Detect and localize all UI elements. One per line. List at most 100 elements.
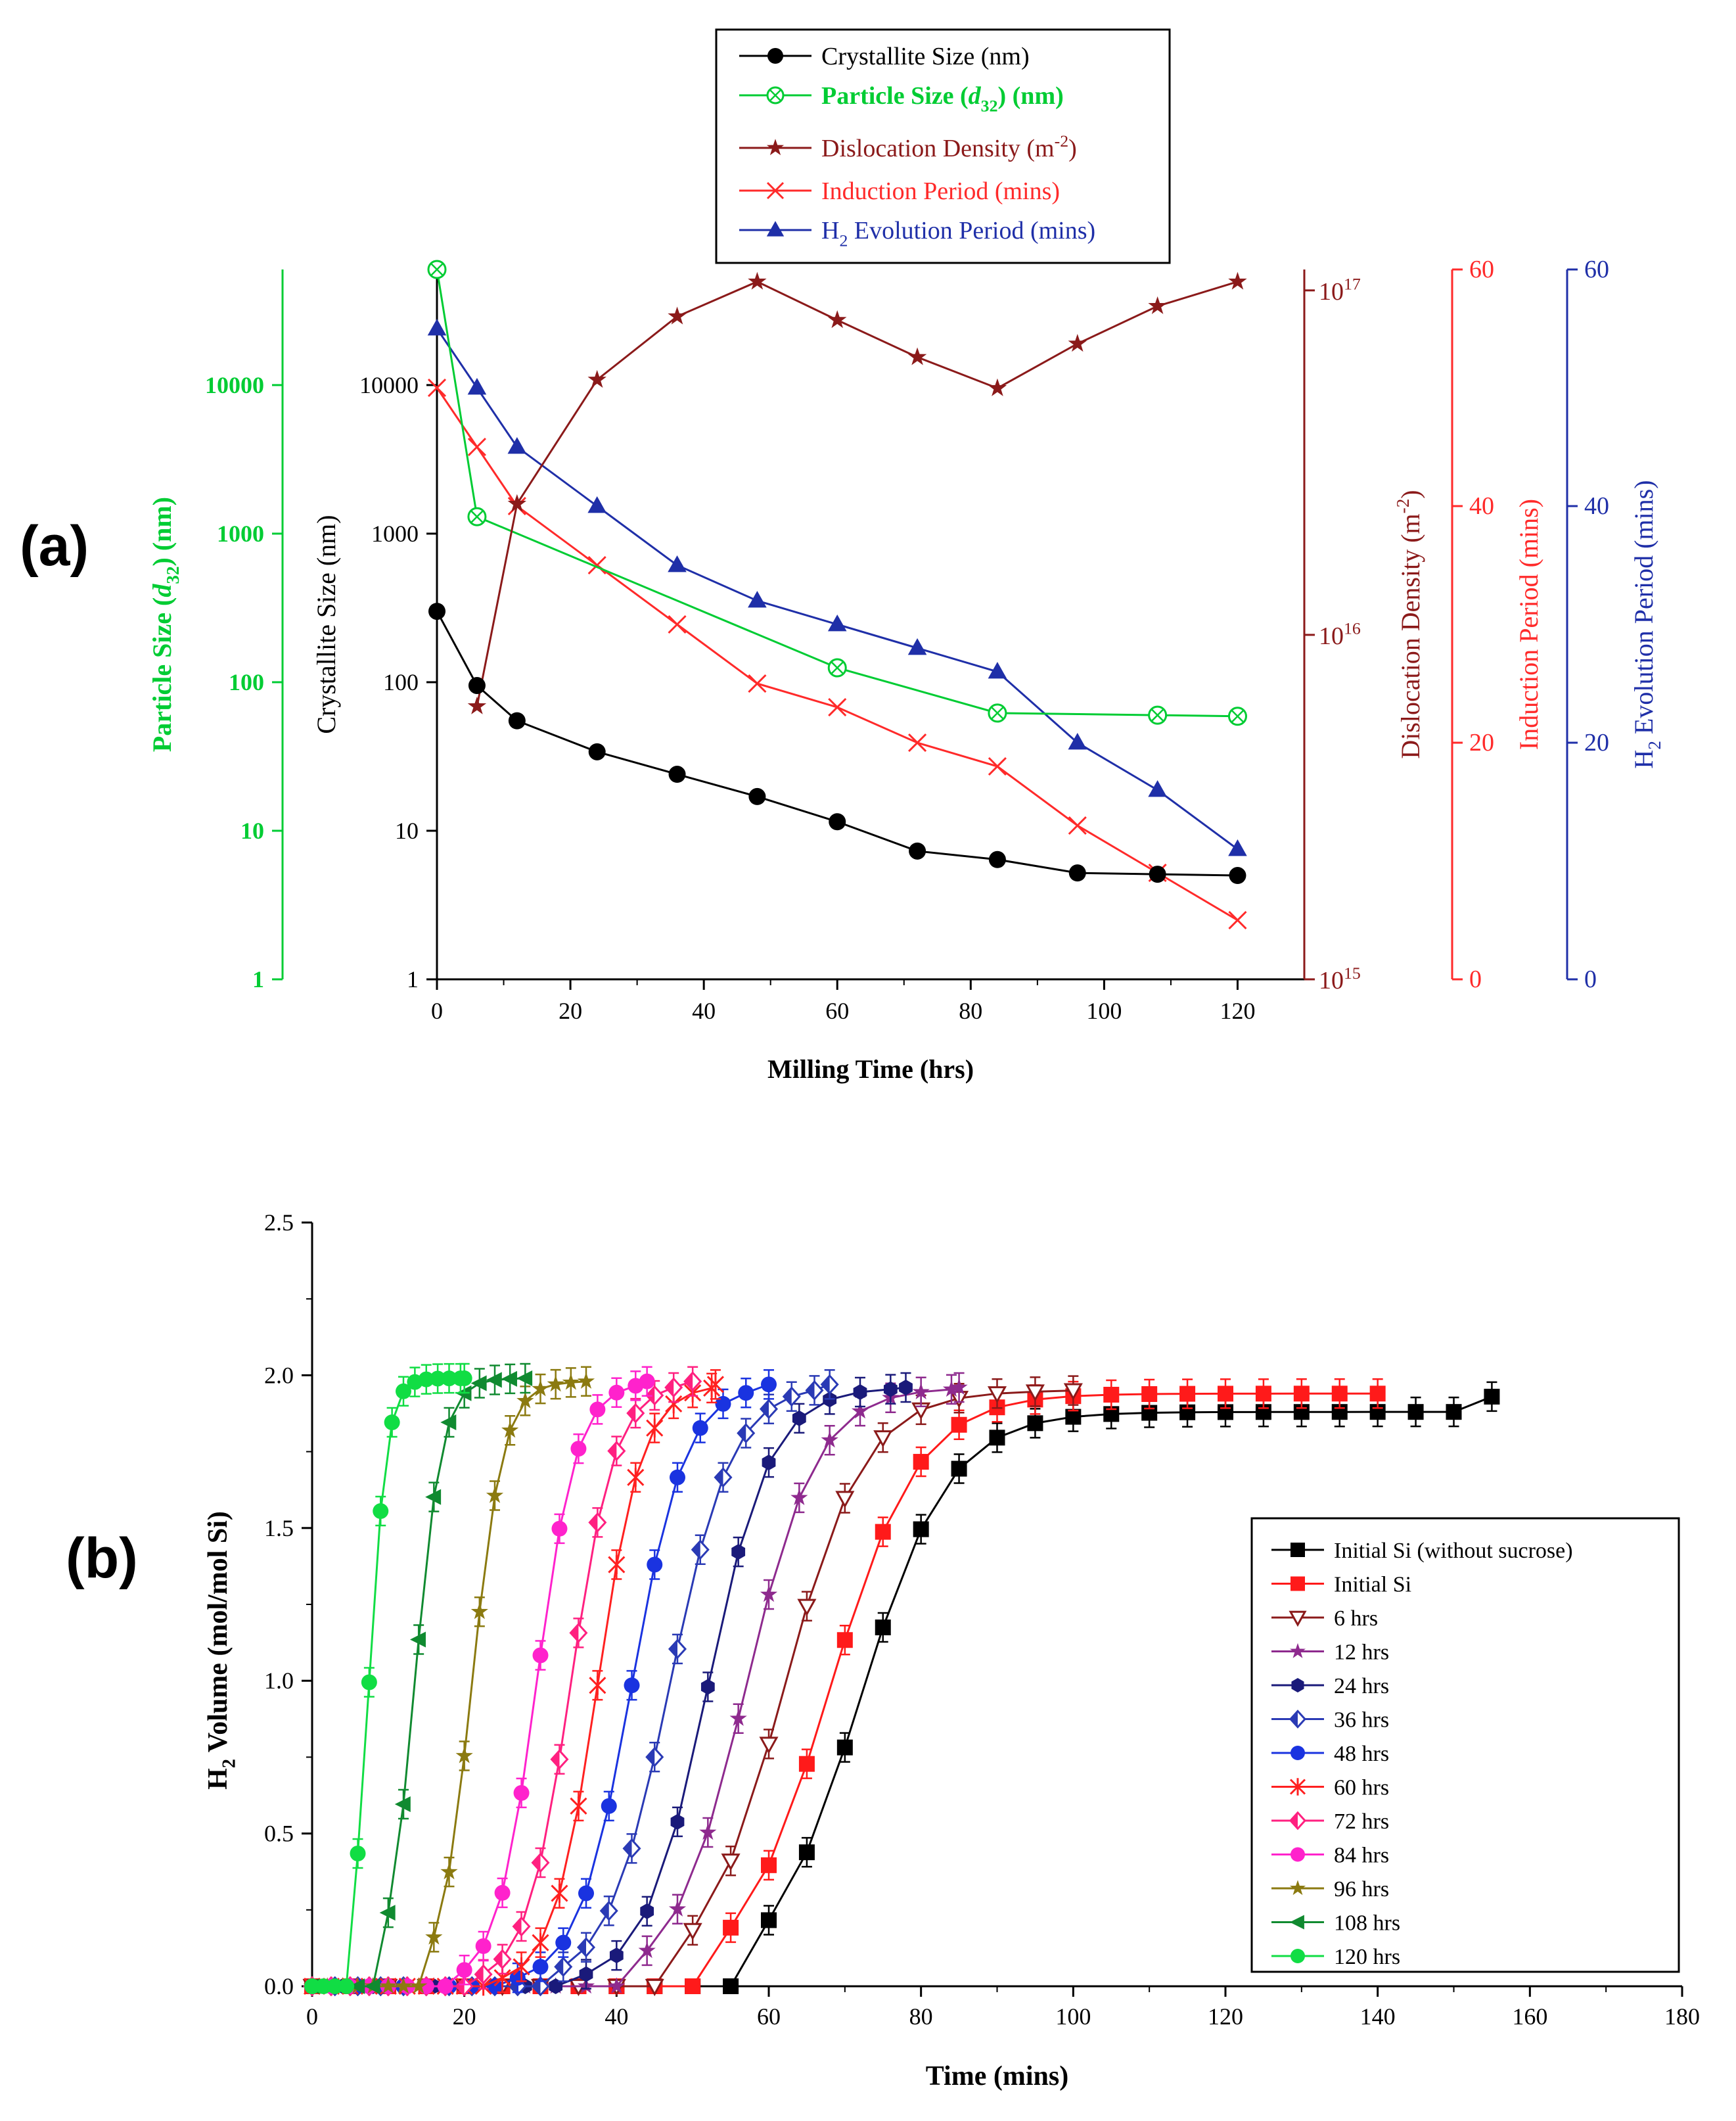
series-line	[436, 328, 1239, 851]
data-point	[532, 1380, 549, 1397]
series-line	[436, 387, 1239, 921]
data-point	[1065, 1409, 1082, 1425]
data-point	[782, 1386, 801, 1407]
crystallite-tick-label: 1	[407, 966, 419, 992]
data-point	[532, 1959, 549, 1975]
data-point	[394, 1977, 413, 1994]
data-point	[1149, 866, 1166, 883]
data-point	[1025, 1384, 1045, 1402]
data-point	[729, 1709, 747, 1726]
data-point	[624, 1677, 640, 1694]
data-point	[836, 1739, 853, 1756]
data-point	[759, 1399, 779, 1420]
data-point	[1446, 1404, 1462, 1420]
data-point	[516, 1370, 533, 1387]
data-point	[721, 1853, 741, 1871]
legend-marker	[766, 86, 785, 105]
data-point	[821, 1431, 838, 1448]
x-tick-label: 100	[1055, 2003, 1091, 2030]
legend-label: Initial Si (without sucrose)	[1334, 1539, 1573, 1563]
series-line	[312, 1383, 769, 1988]
data-point	[792, 1410, 806, 1426]
data-point	[1068, 816, 1087, 835]
data-point	[913, 1454, 929, 1470]
data-point	[988, 662, 1007, 679]
data-point	[670, 1469, 685, 1485]
data-point	[883, 1381, 898, 1397]
data-point	[1484, 1388, 1500, 1405]
data-point	[379, 1905, 396, 1921]
data-point	[875, 1620, 891, 1636]
data-point	[683, 1923, 702, 1940]
data-point	[668, 306, 687, 325]
legend-marker	[1291, 1847, 1305, 1862]
data-point	[989, 1430, 1005, 1446]
data-point	[645, 1978, 664, 1997]
x-tick-label: 180	[1664, 2003, 1700, 2030]
data-point	[516, 1391, 534, 1409]
data-point	[440, 1414, 457, 1431]
data-point	[683, 1371, 702, 1392]
data-point	[531, 1852, 550, 1873]
data-point	[396, 1383, 411, 1399]
data-point	[668, 1900, 687, 1917]
induction-tick-label: 40	[1469, 492, 1494, 520]
data-point	[501, 1370, 517, 1387]
data-point	[639, 1373, 655, 1389]
legend-marker	[766, 181, 785, 200]
data-point	[988, 757, 1007, 776]
legend-label: Crystallite Size (nm)	[821, 43, 1030, 70]
data-point	[428, 603, 445, 620]
data-point	[304, 1978, 320, 1994]
series-line	[312, 1377, 465, 1988]
data-point	[549, 1978, 563, 1994]
particle-tick-label: 1000	[217, 521, 264, 547]
legend-marker	[1289, 1710, 1307, 1729]
series-line	[436, 611, 1238, 877]
legend-label: 12 hrs	[1334, 1641, 1389, 1665]
legend-label: H2 Evolution Period (mins)	[821, 217, 1095, 250]
data-point	[361, 1674, 377, 1690]
data-point	[645, 1746, 664, 1767]
data-point	[798, 1844, 815, 1861]
x-tick-label: 20	[559, 998, 582, 1024]
legend-marker	[1291, 1746, 1305, 1760]
panel-a-label: (a)	[20, 515, 89, 578]
x-tick-label: 20	[453, 2003, 476, 2030]
data-point	[587, 555, 606, 575]
data-point	[588, 743, 606, 760]
crystallite-axis-title: Crystallite Size (nm)	[311, 515, 341, 734]
y-tick-label: 1.5	[264, 1515, 294, 1541]
data-point	[988, 703, 1007, 723]
data-point	[441, 1370, 457, 1387]
data-point	[748, 787, 766, 805]
data-point	[532, 1647, 549, 1664]
data-point	[532, 1933, 549, 1953]
legend-label: 96 hrs	[1334, 1877, 1389, 1901]
data-point	[475, 1938, 491, 1954]
panel-b-chart: 0 20 40 60 80 100 120 140 160 180 0.0 0.5 1.0 1.5 2.0 2…	[203, 1209, 1700, 2091]
x-tick-label: 60	[825, 998, 849, 1024]
evolution-tick-label: 40	[1584, 492, 1609, 520]
data-point	[640, 1903, 654, 1919]
data-point	[607, 1441, 626, 1462]
y-tick-label: 0.5	[264, 1821, 294, 1847]
x-tick-label: 160	[1512, 2003, 1547, 2030]
data-point	[508, 712, 526, 730]
dislocation-axis-title: Dislocation Density (m-2)	[1393, 490, 1425, 758]
data-point	[737, 1423, 756, 1443]
data-point	[1068, 334, 1087, 352]
data-point	[577, 1372, 595, 1389]
crystallite-tick-label: 10	[395, 818, 419, 844]
data-point	[685, 1978, 701, 1994]
data-point	[827, 658, 847, 678]
data-point	[908, 733, 927, 753]
data-point	[493, 1949, 512, 1970]
legend-label: 6 hrs	[1334, 1606, 1378, 1631]
data-point	[608, 1977, 626, 1994]
data-point	[761, 1857, 777, 1873]
data-point	[805, 1380, 824, 1401]
data-point	[384, 1414, 400, 1431]
data-point	[668, 555, 687, 572]
data-point	[513, 1784, 530, 1801]
